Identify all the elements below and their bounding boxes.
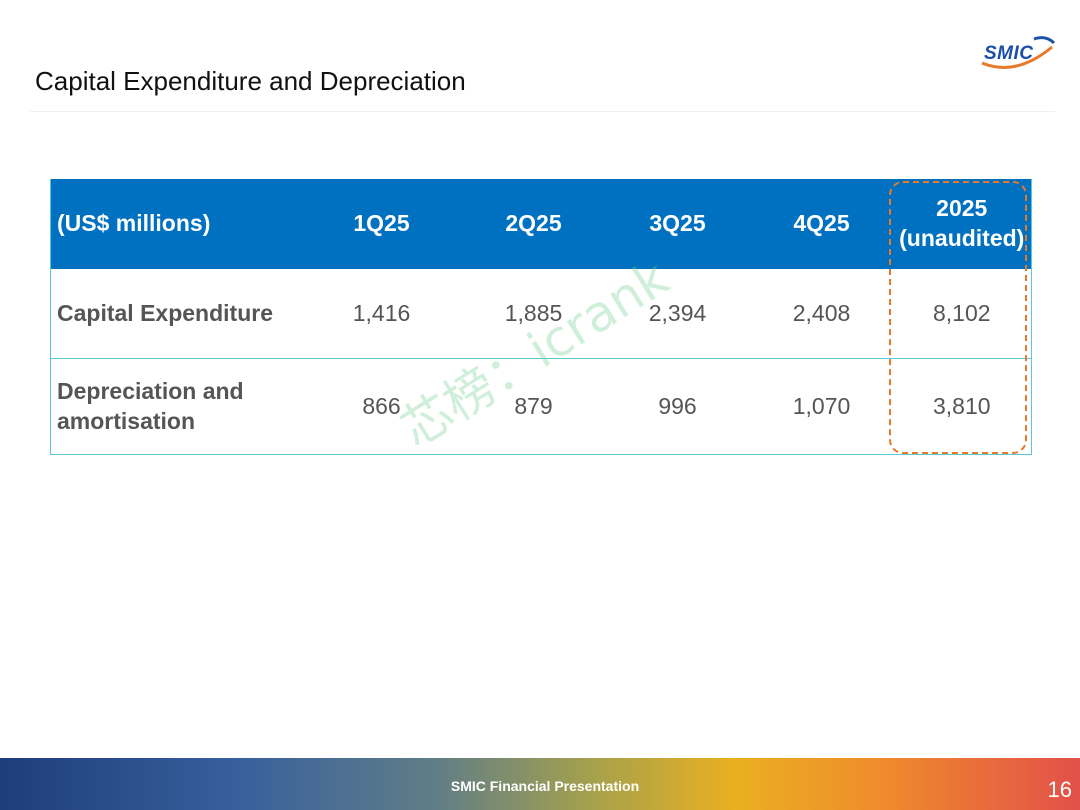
cell-value: 2,394	[604, 269, 751, 359]
header-2025: 2025 (unaudited)	[892, 179, 1032, 269]
cell-value: 996	[604, 358, 751, 455]
header-4q25: 4Q25	[750, 179, 893, 269]
header-2q25: 2Q25	[462, 179, 605, 269]
title-divider	[30, 111, 1055, 112]
header-units: (US$ millions)	[50, 179, 301, 269]
smic-logo: SMIC	[976, 33, 1058, 75]
cell-value: 2,408	[750, 269, 893, 359]
cell-value: 1,070	[750, 358, 893, 455]
cell-value: 1,416	[300, 269, 463, 359]
cell-value: 866	[300, 358, 463, 455]
cell-value: 8,102	[892, 269, 1032, 359]
footer-text: SMIC Financial Presentation	[450, 778, 640, 794]
header-2025-note: (unaudited)	[899, 225, 1025, 251]
cell-value: 1,885	[462, 269, 605, 359]
logo-arc-icon	[981, 36, 1056, 69]
table-row: Depreciation and amortisation 866 879 99…	[50, 358, 1032, 455]
row-label-line2: amortisation	[57, 407, 196, 434]
page-number: 16	[1047, 777, 1072, 802]
header-1q25: 1Q25	[300, 179, 463, 269]
row-label-line1: Depreciation and	[57, 377, 244, 404]
cell-value: 879	[462, 358, 605, 455]
table-row: Capital Expenditure 1,416 1,885 2,394 2,…	[50, 269, 1032, 359]
cell-value: 3,810	[892, 358, 1032, 455]
row-label-capex: Capital Expenditure	[50, 269, 301, 359]
page-title: Capital Expenditure and Depreciation	[35, 66, 466, 96]
header-2025-year: 2025	[936, 195, 988, 222]
table-header-row: (US$ millions) 1Q25 2Q25 3Q25 4Q25 2025 …	[50, 179, 1032, 269]
footer-bar: SMIC Financial Presentation 16	[0, 758, 1080, 810]
capex-table: (US$ millions) 1Q25 2Q25 3Q25 4Q25 2025 …	[50, 179, 1032, 455]
logo-text: SMIC	[984, 43, 1034, 64]
header-3q25: 3Q25	[604, 179, 751, 269]
row-label-depreciation: Depreciation and amortisation	[50, 358, 301, 455]
